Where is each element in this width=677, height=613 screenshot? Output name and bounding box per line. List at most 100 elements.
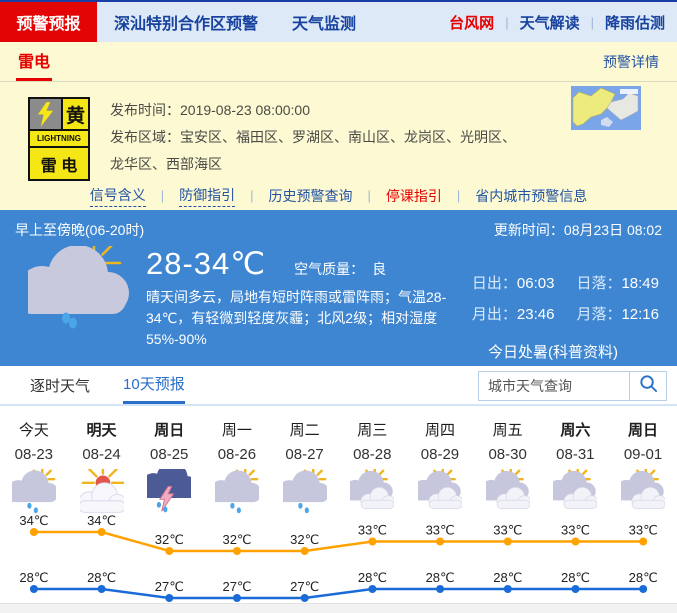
forecast-day-column[interactable]: 周二 08-27 <box>271 406 339 515</box>
top-nav-link[interactable]: 深汕特别合作区预警 <box>114 16 259 33</box>
top-nav-links: 深汕特别合作区预警 天气监测 <box>114 2 356 42</box>
forecast-day-column[interactable]: 明天 08-24 <box>68 406 136 515</box>
cloudy-icon <box>345 466 396 515</box>
svg-text:28℃: 28℃ <box>561 570 590 585</box>
day-label: 周二 <box>289 422 320 439</box>
panel-header: 早上至傍晚(06-20时) 更新时间：08月23日 08:02 <box>0 210 677 240</box>
tab-hourly-weather[interactable]: 逐时天气 <box>30 377 91 395</box>
sun-moon-value: 18:49 <box>621 275 659 292</box>
svg-text:32℃: 32℃ <box>222 532 251 547</box>
sun-moon-block: 日出：06:03 日落：18:49 月出：23:46 月落：12:16 今日处暑(科普… <box>447 272 659 362</box>
day-label: 周五 <box>492 422 523 439</box>
sun-moon-item: 月出：23:46 <box>472 303 555 324</box>
forecast-columns: 今天 08-23 明天 08-24 周日 08-25 周一 08-26 周二 08-27 周三 08-… <box>0 406 677 515</box>
divider-icon: | <box>250 188 254 203</box>
cloudy-icon <box>480 466 531 515</box>
shower-icon <box>210 466 262 515</box>
weather-description: 晴天间多云，局地有短时阵雨或雷阵雨；气温28-34℃，有轻微到轻度灰霾；北风2级… <box>146 289 447 347</box>
forecast-day-column[interactable]: 周六 08-31 <box>542 406 610 515</box>
top-nav-right-link[interactable]: 降雨估测 <box>604 14 665 32</box>
warning-detail-link[interactable]: 预警详情 <box>603 53 659 70</box>
sun-moon-item: 日出：06:03 <box>472 272 555 293</box>
sun-moon-item: 日落：18:49 <box>576 272 659 293</box>
forecast-day-column[interactable]: 周日 08-25 <box>135 406 203 515</box>
sun-moon-value: 12:16 <box>621 306 659 323</box>
forecast-day-column[interactable]: 周一 08-26 <box>203 406 271 515</box>
forecast-period-label: 早上至傍晚(06-20时) <box>15 222 145 238</box>
warning-region-map[interactable] <box>571 86 641 135</box>
warning-link[interactable]: 信号含义 <box>89 185 146 207</box>
date-label: 08-30 <box>488 445 527 463</box>
day-label: 周日 <box>154 422 185 439</box>
warning-sign-title: 雷 电 <box>40 157 78 175</box>
date-label: 08-31 <box>556 445 595 463</box>
forecast-tabs-row: 逐时天气 10天预报 <box>0 366 677 406</box>
tab-warning-forecast[interactable]: 预警预报 <box>0 2 97 42</box>
svg-text:32℃: 32℃ <box>155 532 184 547</box>
warning-body: 黄 LIGHTNING 雷 电 发布时间：2019-08-23 08:00:00… <box>0 82 677 182</box>
warning-sign-caption: LIGHTNING <box>30 131 88 148</box>
current-weather-panel: 早上至傍晚(06-20时) 更新时间：08月23日 08:02 28-34℃ 空… <box>0 210 677 366</box>
svg-text:32℃: 32℃ <box>290 532 319 547</box>
temperature-range: 28-34℃ <box>146 246 267 281</box>
temperature-chart: 34℃ 34℃ 32℃ 32℃ 32℃ 33℃ 33℃ 33℃ 33℃ 33℃ 28℃ 28℃ 27℃ 2… <box>19 515 658 602</box>
svg-text:34℃: 34℃ <box>19 515 48 528</box>
warning-text: 发布时间：2019-08-23 08:00:00 发布区域：宝安区、福田区、罗湖… <box>110 97 522 182</box>
publish-area-value: 宝安区、福田区、罗湖区、南山区、龙岗区、光明区、龙华区、西部海区 <box>110 129 516 172</box>
forecast-day-column[interactable]: 周日 09-01 <box>609 406 677 515</box>
city-search-input[interactable] <box>478 371 630 401</box>
sun-moon-value: 23:46 <box>516 306 555 323</box>
date-label: 08-24 <box>82 445 121 463</box>
publish-time-line: 发布时间：2019-08-23 08:00:00 <box>110 97 522 124</box>
svg-text:27℃: 27℃ <box>222 579 251 594</box>
top-nav-right-link[interactable]: 台风网 <box>449 14 495 32</box>
top-nav: 预警预报 深汕特别合作区预警 天气监测 台风网 | 天气解读 | 降雨估测 <box>0 0 677 42</box>
divider-icon: | <box>160 188 165 203</box>
current-weather-shower-icon <box>18 235 140 350</box>
forecast-day-column[interactable]: 周三 08-28 <box>338 406 406 515</box>
svg-text:28℃: 28℃ <box>493 570 522 585</box>
date-label: 08-23 <box>14 445 54 463</box>
search-button[interactable] <box>630 371 667 401</box>
svg-text:33℃: 33℃ <box>426 523 455 538</box>
solar-term-link[interactable]: 今日处暑(科普资料) <box>488 344 618 361</box>
publish-area-label: 发布区域： <box>110 129 180 145</box>
tab-ten-day-forecast[interactable]: 10天预报 <box>123 366 185 404</box>
cloudy-icon <box>616 466 667 515</box>
forecast-day-column[interactable]: 今天 08-23 <box>0 406 68 515</box>
sun-moon-item: 月落：12:16 <box>576 303 659 324</box>
day-label: 周六 <box>560 422 591 439</box>
forecast-day-column[interactable]: 周五 08-30 <box>474 406 542 515</box>
date-label: 09-01 <box>623 445 663 463</box>
warning-link[interactable]: 历史预警查询 <box>268 187 353 204</box>
top-nav-link[interactable]: 天气监测 <box>292 16 357 33</box>
day-label: 周日 <box>628 422 659 439</box>
warning-link[interactable]: 停课指引 <box>385 187 442 204</box>
sun-moon-label: 日出： <box>471 275 517 292</box>
svg-text:27℃: 27℃ <box>155 579 184 594</box>
lightning-warning-sign-icon: 黄 LIGHTNING 雷 电 <box>28 97 90 181</box>
publish-time-value: 2019-08-23 08:00:00 <box>180 102 310 118</box>
day-label: 周四 <box>424 422 455 439</box>
forecast-day-column[interactable]: 周四 08-29 <box>406 406 474 515</box>
lightning-bolt-icon <box>30 99 63 129</box>
svg-text:27℃: 27℃ <box>290 579 319 594</box>
shower-icon <box>7 466 59 515</box>
svg-text:28℃: 28℃ <box>426 570 455 585</box>
divider-icon: | <box>505 14 509 30</box>
warning-link[interactable]: 防御指引 <box>179 185 236 207</box>
air-quality-value: 良 <box>372 261 387 277</box>
svg-text:33℃: 33℃ <box>358 523 387 538</box>
date-label: 08-28 <box>353 445 392 463</box>
warning-link[interactable]: 省内城市预警信息 <box>475 187 588 204</box>
tab-lightning-warning[interactable]: 雷电 <box>16 42 53 81</box>
divider-icon: | <box>456 188 461 203</box>
sun-moon-grid: 日出：06:03 日落：18:49 月出：23:46 月落：12:16 <box>447 272 659 324</box>
sun-cloud-icon <box>77 461 127 515</box>
svg-text:33℃: 33℃ <box>561 523 590 538</box>
current-weather-info: 28-34℃ 空气质量： 良 晴天间多云，局地有短时阵雨或雷阵雨；气温28-34… <box>146 246 478 350</box>
top-nav-right-link[interactable]: 天气解读 <box>519 14 580 32</box>
warning-level-label: 黄 <box>65 105 85 127</box>
day-label: 明天 <box>86 422 117 439</box>
day-label: 今天 <box>18 422 49 439</box>
